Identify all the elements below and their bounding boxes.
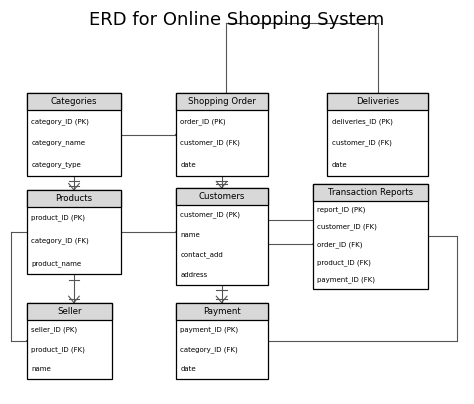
Bar <box>175 303 268 379</box>
Text: category_name: category_name <box>31 140 85 146</box>
Bar <box>27 303 112 379</box>
Text: category_ID (PK): category_ID (PK) <box>31 118 89 124</box>
Text: Transaction Reports: Transaction Reports <box>328 188 413 197</box>
Text: report_ID (PK): report_ID (PK) <box>318 206 366 213</box>
Text: date: date <box>331 162 347 168</box>
Text: Deliveries: Deliveries <box>356 97 399 106</box>
Bar <box>175 188 268 284</box>
Text: order_ID (PK): order_ID (PK) <box>180 118 226 124</box>
Text: Categories: Categories <box>51 97 97 106</box>
Text: product_ID (FK): product_ID (FK) <box>31 346 85 353</box>
Text: date: date <box>180 162 196 168</box>
Bar <box>313 184 428 201</box>
Text: product_ID (FK): product_ID (FK) <box>318 259 371 265</box>
Text: customer_ID (PK): customer_ID (PK) <box>180 211 240 218</box>
Text: ERD for Online Shopping System: ERD for Online Shopping System <box>90 11 384 29</box>
Bar <box>27 303 112 320</box>
Text: Products: Products <box>55 194 92 203</box>
Bar <box>327 93 428 176</box>
Bar <box>27 190 121 207</box>
Text: deliveries_ID (PK): deliveries_ID (PK) <box>331 118 392 124</box>
Text: seller_ID (PK): seller_ID (PK) <box>31 326 78 333</box>
Text: Seller: Seller <box>57 307 82 316</box>
Text: product_name: product_name <box>31 260 82 267</box>
Bar <box>175 188 268 205</box>
Text: customer_ID (FK): customer_ID (FK) <box>331 140 392 146</box>
Text: customer_ID (FK): customer_ID (FK) <box>318 224 377 231</box>
Text: Customers: Customers <box>199 192 245 201</box>
Text: product_ID (PK): product_ID (PK) <box>31 215 85 221</box>
Text: name: name <box>180 232 200 238</box>
Bar <box>27 93 121 176</box>
Text: date: date <box>180 366 196 372</box>
Text: customer_ID (FK): customer_ID (FK) <box>180 140 240 146</box>
Bar <box>27 190 121 274</box>
Bar <box>327 93 428 110</box>
Text: Payment: Payment <box>203 307 240 316</box>
Bar <box>27 93 121 110</box>
Text: order_ID (FK): order_ID (FK) <box>318 241 363 248</box>
Text: category_type: category_type <box>31 162 81 168</box>
Bar <box>175 93 268 110</box>
Text: category_ID (FK): category_ID (FK) <box>31 237 89 244</box>
Bar <box>175 303 268 320</box>
Text: contact_add: contact_add <box>180 251 223 258</box>
Text: category_ID (FK): category_ID (FK) <box>180 346 238 353</box>
Text: Shopping Order: Shopping Order <box>188 97 255 106</box>
Text: address: address <box>180 271 208 278</box>
Text: payment_ID (PK): payment_ID (PK) <box>180 326 238 333</box>
Text: name: name <box>31 366 51 372</box>
Text: payment_ID (FK): payment_ID (FK) <box>318 276 375 283</box>
Bar <box>313 184 428 288</box>
Bar <box>175 93 268 176</box>
